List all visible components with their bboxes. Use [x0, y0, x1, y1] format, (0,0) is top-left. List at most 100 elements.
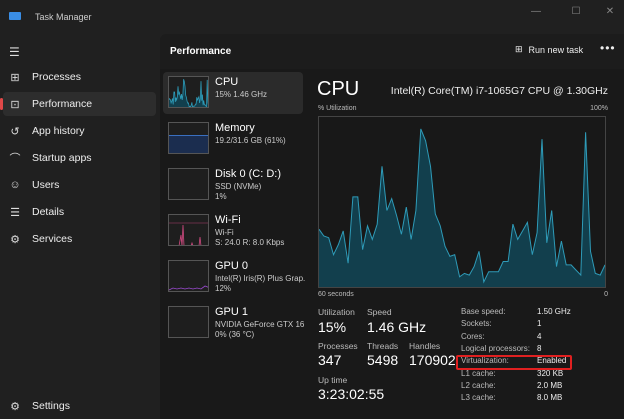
- speed-value: 1.46 GHz: [367, 319, 427, 335]
- sidebar-item-startup-apps[interactable]: ⌒ Startup apps: [3, 146, 156, 170]
- device-detail: NVIDIA GeForce GTX 16 0% (36 °C): [215, 320, 304, 340]
- device-name: GPU 1: [215, 306, 249, 318]
- device-detail-line-1: 15% 1.46 GHz: [215, 90, 268, 99]
- threads-label: Threads: [367, 341, 399, 351]
- spec-value: 2.0 MB: [537, 380, 563, 390]
- maximize-button[interactable]: ☐: [571, 6, 581, 17]
- run-new-task-button[interactable]: ⊞ Run new task: [515, 44, 583, 55]
- device-detail-line-1: NVIDIA GeForce GTX 16: [215, 320, 305, 329]
- cpu-area-fill: [319, 128, 605, 287]
- device-gpu-0[interactable]: GPU 0 Intel(R) Iris(R) Plus Grap. 12%: [163, 256, 305, 298]
- device-detail: 15% 1.46 GHz: [215, 90, 267, 100]
- spec-value: 8: [537, 343, 542, 353]
- threads-value: 5498: [367, 352, 399, 368]
- sidebar-item-label: Services: [32, 233, 73, 245]
- x-min-label: 0: [604, 291, 608, 298]
- device-detail: Wi-Fi S: 24.0 R: 8.0 Kbps: [215, 228, 284, 248]
- spec-value: Enabled: [537, 356, 567, 366]
- device-detail: Intel(R) Iris(R) Plus Grap. 12%: [215, 274, 305, 294]
- handles-label: Handles: [409, 341, 441, 351]
- sidebar-item-label: Details: [32, 206, 65, 218]
- device-name: CPU: [215, 76, 239, 88]
- device-thumbnail-graph: [168, 122, 209, 154]
- utilization-value: 15%: [318, 319, 347, 335]
- utilization-label: Utilization: [318, 307, 355, 317]
- device-detail-line-1: Intel(R) Iris(R) Plus Grap.: [215, 274, 306, 283]
- spec-value: 320 KB: [537, 368, 564, 378]
- sidebar-item-processes[interactable]: ⊞ Processes: [3, 65, 156, 89]
- sidebar-item-label: App history: [32, 125, 85, 137]
- details-icon: ☰: [10, 206, 20, 219]
- processes-label: Processes: [318, 341, 358, 351]
- services-icon: ⚙: [10, 233, 20, 246]
- sidebar-item-label: Users: [32, 179, 60, 191]
- device-cpu[interactable]: CPU 15% 1.46 GHz: [163, 72, 303, 114]
- device-gpu-1[interactable]: GPU 1 NVIDIA GeForce GTX 16 0% (36 °C): [163, 302, 304, 344]
- spec-label: Virtualization:: [461, 356, 509, 366]
- y-axis-label: % Utilization: [318, 105, 357, 112]
- device-detail-line-1: 19.2/31.6 GB (61%): [215, 136, 286, 145]
- device-name: Wi-Fi: [215, 214, 241, 226]
- spec-label: L3 cache:: [461, 393, 496, 403]
- device-name: Memory: [215, 122, 255, 134]
- device-thumbnail-graph: [168, 306, 209, 338]
- sidebar: ☰ ⊞ Processes ⊡ Performance ↺ App history ⌒ Sta…: [0, 34, 160, 419]
- spec-label: Base speed:: [461, 307, 506, 316]
- device-name: Disk 0 (C: D:): [215, 168, 281, 180]
- close-button[interactable]: ✕: [605, 6, 615, 17]
- device-thumbnail-graph: [168, 76, 209, 108]
- cpu-series-line: [318, 128, 606, 284]
- history-icon: ↺: [10, 125, 20, 138]
- uptime-value: 3:23:02:55: [318, 386, 385, 402]
- sidebar-item-label: Startup apps: [32, 152, 92, 164]
- sidebar-item-app-history[interactable]: ↺ App history: [3, 119, 156, 143]
- device-memory[interactable]: Memory 19.2/31.6 GB (61%): [163, 118, 303, 160]
- spec-label: Sockets:: [461, 319, 492, 329]
- device-detail-line-2: S: 24.0 R: 8.0 Kbps: [215, 238, 285, 247]
- spec-value: 4: [537, 331, 542, 341]
- main-panel: Performance ⊞ Run new task ••• CPU 15% 1…: [160, 34, 624, 419]
- device-detail-line-2: 12%: [215, 284, 232, 293]
- users-icon: ☺: [9, 179, 21, 191]
- startup-icon: ⌒: [9, 153, 21, 165]
- more-options-icon[interactable]: •••: [600, 41, 616, 55]
- device-disk[interactable]: Disk 0 (C: D:) SSD (NVMe) 1%: [163, 164, 303, 206]
- page-title: Performance: [170, 46, 232, 57]
- spec-value: 1: [537, 319, 542, 329]
- device-name: GPU 0: [215, 260, 249, 272]
- uptime-label: Up time: [318, 375, 348, 385]
- device-detail-line-2: 1%: [215, 192, 227, 201]
- spec-value: 1.50 GHz: [537, 307, 571, 316]
- spec-label: Cores:: [461, 331, 485, 341]
- sidebar-item-performance[interactable]: ⊡ Performance: [0, 92, 156, 116]
- task-manager-logo-icon: [9, 12, 21, 20]
- x-axis-label: 60 seconds: [318, 291, 354, 298]
- spec-value: 8.0 MB: [537, 393, 563, 403]
- sidebar-item-label: Performance: [32, 98, 93, 110]
- y-max-label: 100%: [590, 105, 608, 112]
- run-new-task-label: Run new task: [528, 44, 584, 55]
- device-detail-line-2: 0% (36 °C): [215, 330, 255, 339]
- sidebar-item-details[interactable]: ☰ Details: [3, 200, 156, 224]
- device-detail: 19.2/31.6 GB (61%): [215, 136, 286, 146]
- sidebar-item-services[interactable]: ⚙ Services: [3, 227, 156, 251]
- title-bar: Task Manager — ☐ ✕: [0, 0, 624, 34]
- spec-label: L1 cache:: [461, 368, 496, 378]
- run-task-icon: ⊞: [515, 44, 523, 54]
- processes-value: 347: [318, 352, 342, 368]
- cpu-utilization-graph: [318, 116, 606, 288]
- processes-icon: ⊞: [10, 71, 20, 84]
- device-thumbnail-graph: [168, 260, 209, 292]
- hamburger-menu-icon[interactable]: ☰: [9, 45, 20, 59]
- sidebar-item-users[interactable]: ☺ Users: [3, 173, 156, 197]
- spec-label: Logical processors:: [461, 343, 530, 353]
- minimize-button[interactable]: —: [531, 6, 541, 17]
- speed-label: Speed: [367, 307, 392, 317]
- sidebar-item-label: Settings: [32, 400, 70, 412]
- device-thumbnail-graph: [168, 168, 209, 200]
- device-wi-fi[interactable]: Wi-Fi Wi-Fi S: 24.0 R: 8.0 Kbps: [163, 210, 303, 252]
- window-title: Task Manager: [35, 12, 92, 22]
- device-detail-line-1: SSD (NVMe): [215, 182, 262, 191]
- spec-label: L2 cache:: [461, 380, 496, 390]
- sidebar-item-settings[interactable]: ⚙ Settings: [3, 394, 156, 418]
